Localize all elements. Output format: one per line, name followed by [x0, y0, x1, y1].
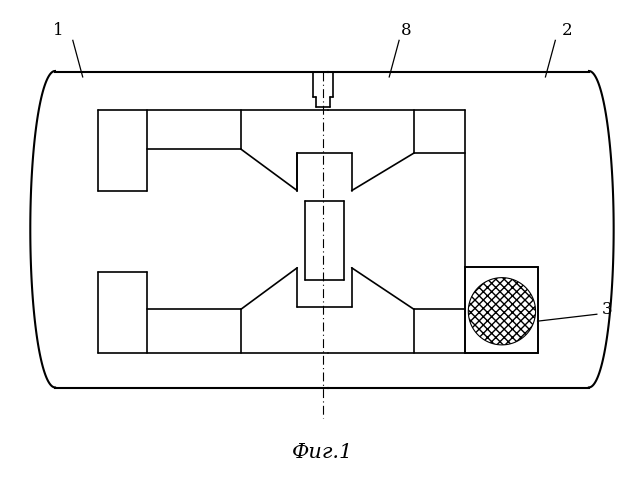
Polygon shape: [468, 278, 536, 345]
Text: 2: 2: [562, 22, 573, 39]
Polygon shape: [465, 267, 538, 353]
Text: Фиг.1: Фиг.1: [292, 443, 353, 462]
Polygon shape: [328, 71, 614, 229]
Polygon shape: [465, 71, 614, 387]
Polygon shape: [97, 110, 147, 191]
Polygon shape: [30, 71, 97, 387]
Polygon shape: [305, 201, 344, 280]
Polygon shape: [147, 149, 241, 309]
Polygon shape: [297, 153, 351, 307]
Polygon shape: [241, 110, 465, 353]
Text: 3: 3: [602, 301, 612, 318]
Text: 1: 1: [52, 22, 63, 39]
Polygon shape: [30, 72, 328, 387]
Text: 8: 8: [401, 22, 412, 39]
Polygon shape: [48, 72, 587, 388]
Polygon shape: [465, 110, 538, 267]
Polygon shape: [328, 229, 614, 388]
Polygon shape: [30, 71, 328, 388]
Polygon shape: [97, 272, 147, 353]
